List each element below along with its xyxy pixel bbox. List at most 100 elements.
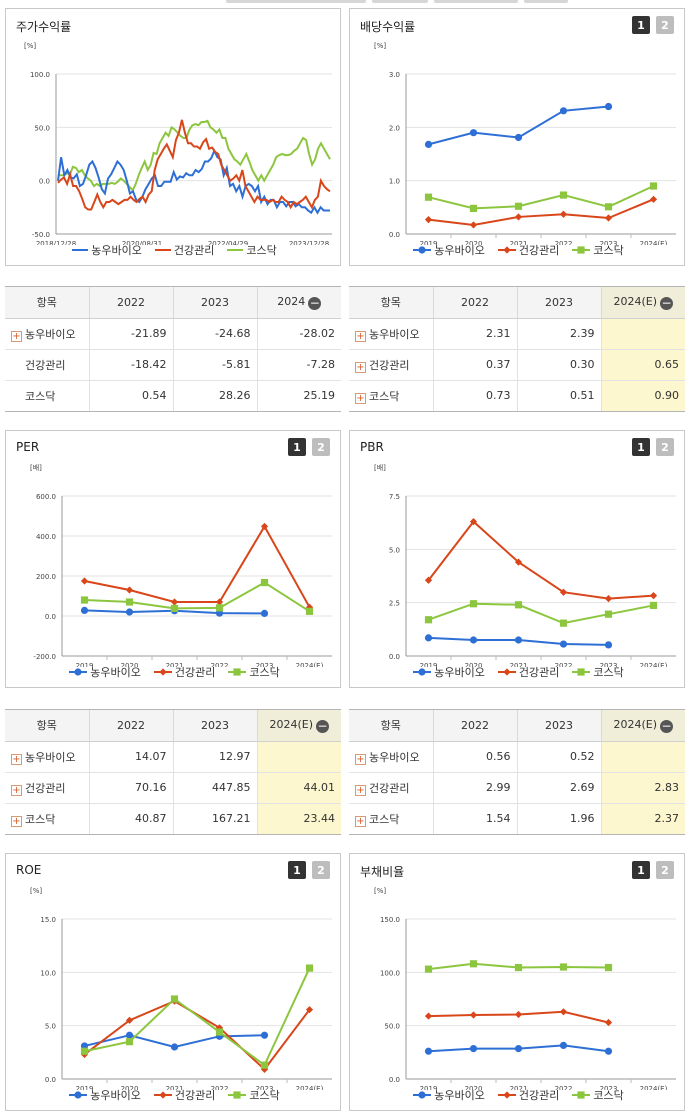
tab-1[interactable]: 1 bbox=[288, 438, 306, 456]
row-label: + 코스닥 bbox=[349, 802, 433, 834]
y-tick-label: -50.0 bbox=[32, 231, 50, 239]
panel-title: 부채비율 bbox=[360, 865, 405, 879]
data-point bbox=[469, 518, 478, 526]
expand-plus-icon[interactable]: + bbox=[355, 330, 366, 342]
data-point bbox=[514, 213, 523, 221]
stock-return-table: 항목 2022 2023 2024− + 농우바이오 -21.89 -24.68 -28.02 건… bbox=[5, 286, 341, 412]
data-point bbox=[424, 1012, 433, 1020]
data-point bbox=[469, 636, 478, 644]
legend-item-series1: 농우바이오 bbox=[412, 1087, 485, 1103]
y-tick-label: 200.0 bbox=[36, 573, 56, 581]
table-cell bbox=[600, 318, 685, 349]
per-chart: [배] 600.0 400.0 200.0 0.0 -200.0 2019 2020 2021 2… bbox=[30, 463, 332, 667]
tab-1[interactable]: 1 bbox=[632, 16, 650, 34]
data-point bbox=[125, 598, 134, 606]
table-cell: 1.54 bbox=[432, 802, 517, 834]
data-point bbox=[559, 640, 568, 648]
data-point bbox=[170, 604, 179, 612]
tab-1[interactable]: 1 bbox=[632, 861, 650, 879]
x-tick-label: 2021 bbox=[510, 240, 528, 245]
pbr-panel: PBR 1 2 [배] 7.5 5.0 2.5 0.0 2019 2020 2021 2022 2… bbox=[349, 430, 685, 688]
expand-plus-icon[interactable]: + bbox=[355, 784, 366, 796]
tab-2[interactable]: 2 bbox=[312, 861, 330, 879]
x-tick-label: 2024(E) bbox=[296, 1085, 324, 1090]
legend-label: 농우바이오 bbox=[90, 666, 141, 679]
data-point bbox=[469, 129, 478, 137]
table-cell: 0.52 bbox=[516, 741, 601, 772]
data-point bbox=[604, 102, 613, 111]
row-label: + 농우바이오 bbox=[355, 750, 420, 765]
data-point bbox=[80, 577, 89, 585]
y-tick-label: 2.0 bbox=[389, 124, 400, 132]
data-point bbox=[305, 607, 314, 615]
table-row: + 코스닥 1.54 1.96 2.37 bbox=[349, 802, 685, 834]
y-tick-label: 7.5 bbox=[389, 493, 400, 501]
legend-label: 농우바이오 bbox=[434, 1089, 485, 1102]
legend-item-series1: 농우바이오 bbox=[412, 242, 485, 258]
row-label: + 코스닥 bbox=[349, 379, 433, 411]
tab-2[interactable]: 2 bbox=[312, 438, 330, 456]
column-header: 항목 bbox=[5, 710, 89, 742]
tab-1[interactable]: 1 bbox=[288, 861, 306, 879]
x-tick-label: 2022/04/29 bbox=[208, 240, 248, 245]
legend-marker bbox=[418, 668, 426, 676]
data-point bbox=[559, 1041, 568, 1049]
y-tick-label: 0.0 bbox=[45, 1076, 56, 1084]
legend-marker bbox=[74, 668, 82, 676]
expand-plus-icon[interactable]: + bbox=[355, 815, 366, 827]
expand-plus-icon[interactable]: + bbox=[355, 361, 366, 373]
collapse-icon[interactable]: − bbox=[316, 718, 330, 733]
y-tick-label: 10.0 bbox=[40, 969, 56, 977]
x-tick-label: 2023 bbox=[256, 662, 274, 667]
table-cell: 40.87 bbox=[88, 802, 173, 834]
roe-panel: ROE 1 2 [%] 15.0 10.0 5.0 0.0 2019 2020 2021 202… bbox=[5, 853, 341, 1111]
row-label: + 코스닥 bbox=[5, 802, 89, 834]
unit-label: [배] bbox=[374, 463, 386, 472]
expand-plus-icon[interactable]: + bbox=[11, 753, 22, 765]
tab-1[interactable]: 1 bbox=[632, 438, 650, 456]
data-point bbox=[649, 182, 658, 190]
row-label: 코스닥 bbox=[5, 379, 89, 411]
table-cell: 70.16 bbox=[88, 771, 173, 803]
y-tick-label: 0.0 bbox=[39, 178, 50, 186]
x-tick-label: 2021 bbox=[166, 662, 184, 667]
expand-plus-icon[interactable]: + bbox=[11, 784, 22, 796]
series-line bbox=[57, 148, 330, 215]
pbr-table: 항목 2022 2023 2024(E) − + 농우바이오 0.56 0.52 + 건강관리 2.9… bbox=[349, 709, 685, 835]
data-point bbox=[305, 964, 314, 972]
tab-2[interactable]: 2 bbox=[656, 16, 674, 34]
table-row: + 건강관리 2.99 2.69 2.83 bbox=[349, 771, 685, 803]
legend-item-series1: 농우바이오 bbox=[68, 664, 141, 680]
legend-marker bbox=[159, 668, 167, 676]
collapse-icon[interactable]: − bbox=[660, 718, 674, 733]
data-point bbox=[469, 1045, 478, 1053]
expand-plus-icon[interactable]: + bbox=[355, 753, 366, 765]
expand-plus-icon[interactable]: + bbox=[355, 392, 366, 404]
tab-2[interactable]: 2 bbox=[656, 861, 674, 879]
tab-2[interactable]: 2 bbox=[656, 438, 674, 456]
legend-item-series2: 건강관리 bbox=[153, 664, 215, 680]
x-tick-label: 2019 bbox=[420, 662, 438, 667]
legend-label: 건강관리 bbox=[174, 1089, 216, 1102]
collapse-icon[interactable]: − bbox=[308, 295, 322, 310]
table-cell: -7.28 bbox=[256, 348, 341, 380]
legend-marker bbox=[233, 1091, 241, 1099]
legend-item-series3: 코스닥 bbox=[571, 664, 624, 680]
data-point bbox=[514, 601, 523, 609]
data-point bbox=[514, 133, 523, 142]
x-tick-label: 2024(E) bbox=[296, 662, 324, 667]
dividend-chart: [%] 3.0 2.0 1.0 0.0 2019 2020 2021 2022 2023 2024(… bbox=[374, 42, 676, 245]
x-tick-label: 2024(E) bbox=[640, 1085, 668, 1090]
expand-plus-icon[interactable]: + bbox=[11, 330, 22, 342]
table-cell: 0.65 bbox=[600, 348, 685, 380]
data-point bbox=[649, 601, 658, 610]
data-point bbox=[559, 210, 568, 218]
series-line bbox=[84, 967, 311, 1067]
data-point bbox=[559, 1008, 568, 1016]
expand-plus-icon[interactable]: + bbox=[11, 815, 22, 827]
row-label: + 건강관리 bbox=[5, 771, 89, 803]
table-cell: 2.37 bbox=[600, 802, 685, 834]
data-point bbox=[125, 586, 134, 594]
collapse-icon[interactable]: − bbox=[660, 295, 674, 310]
legend-item-series3: 코스닥 bbox=[227, 244, 277, 257]
